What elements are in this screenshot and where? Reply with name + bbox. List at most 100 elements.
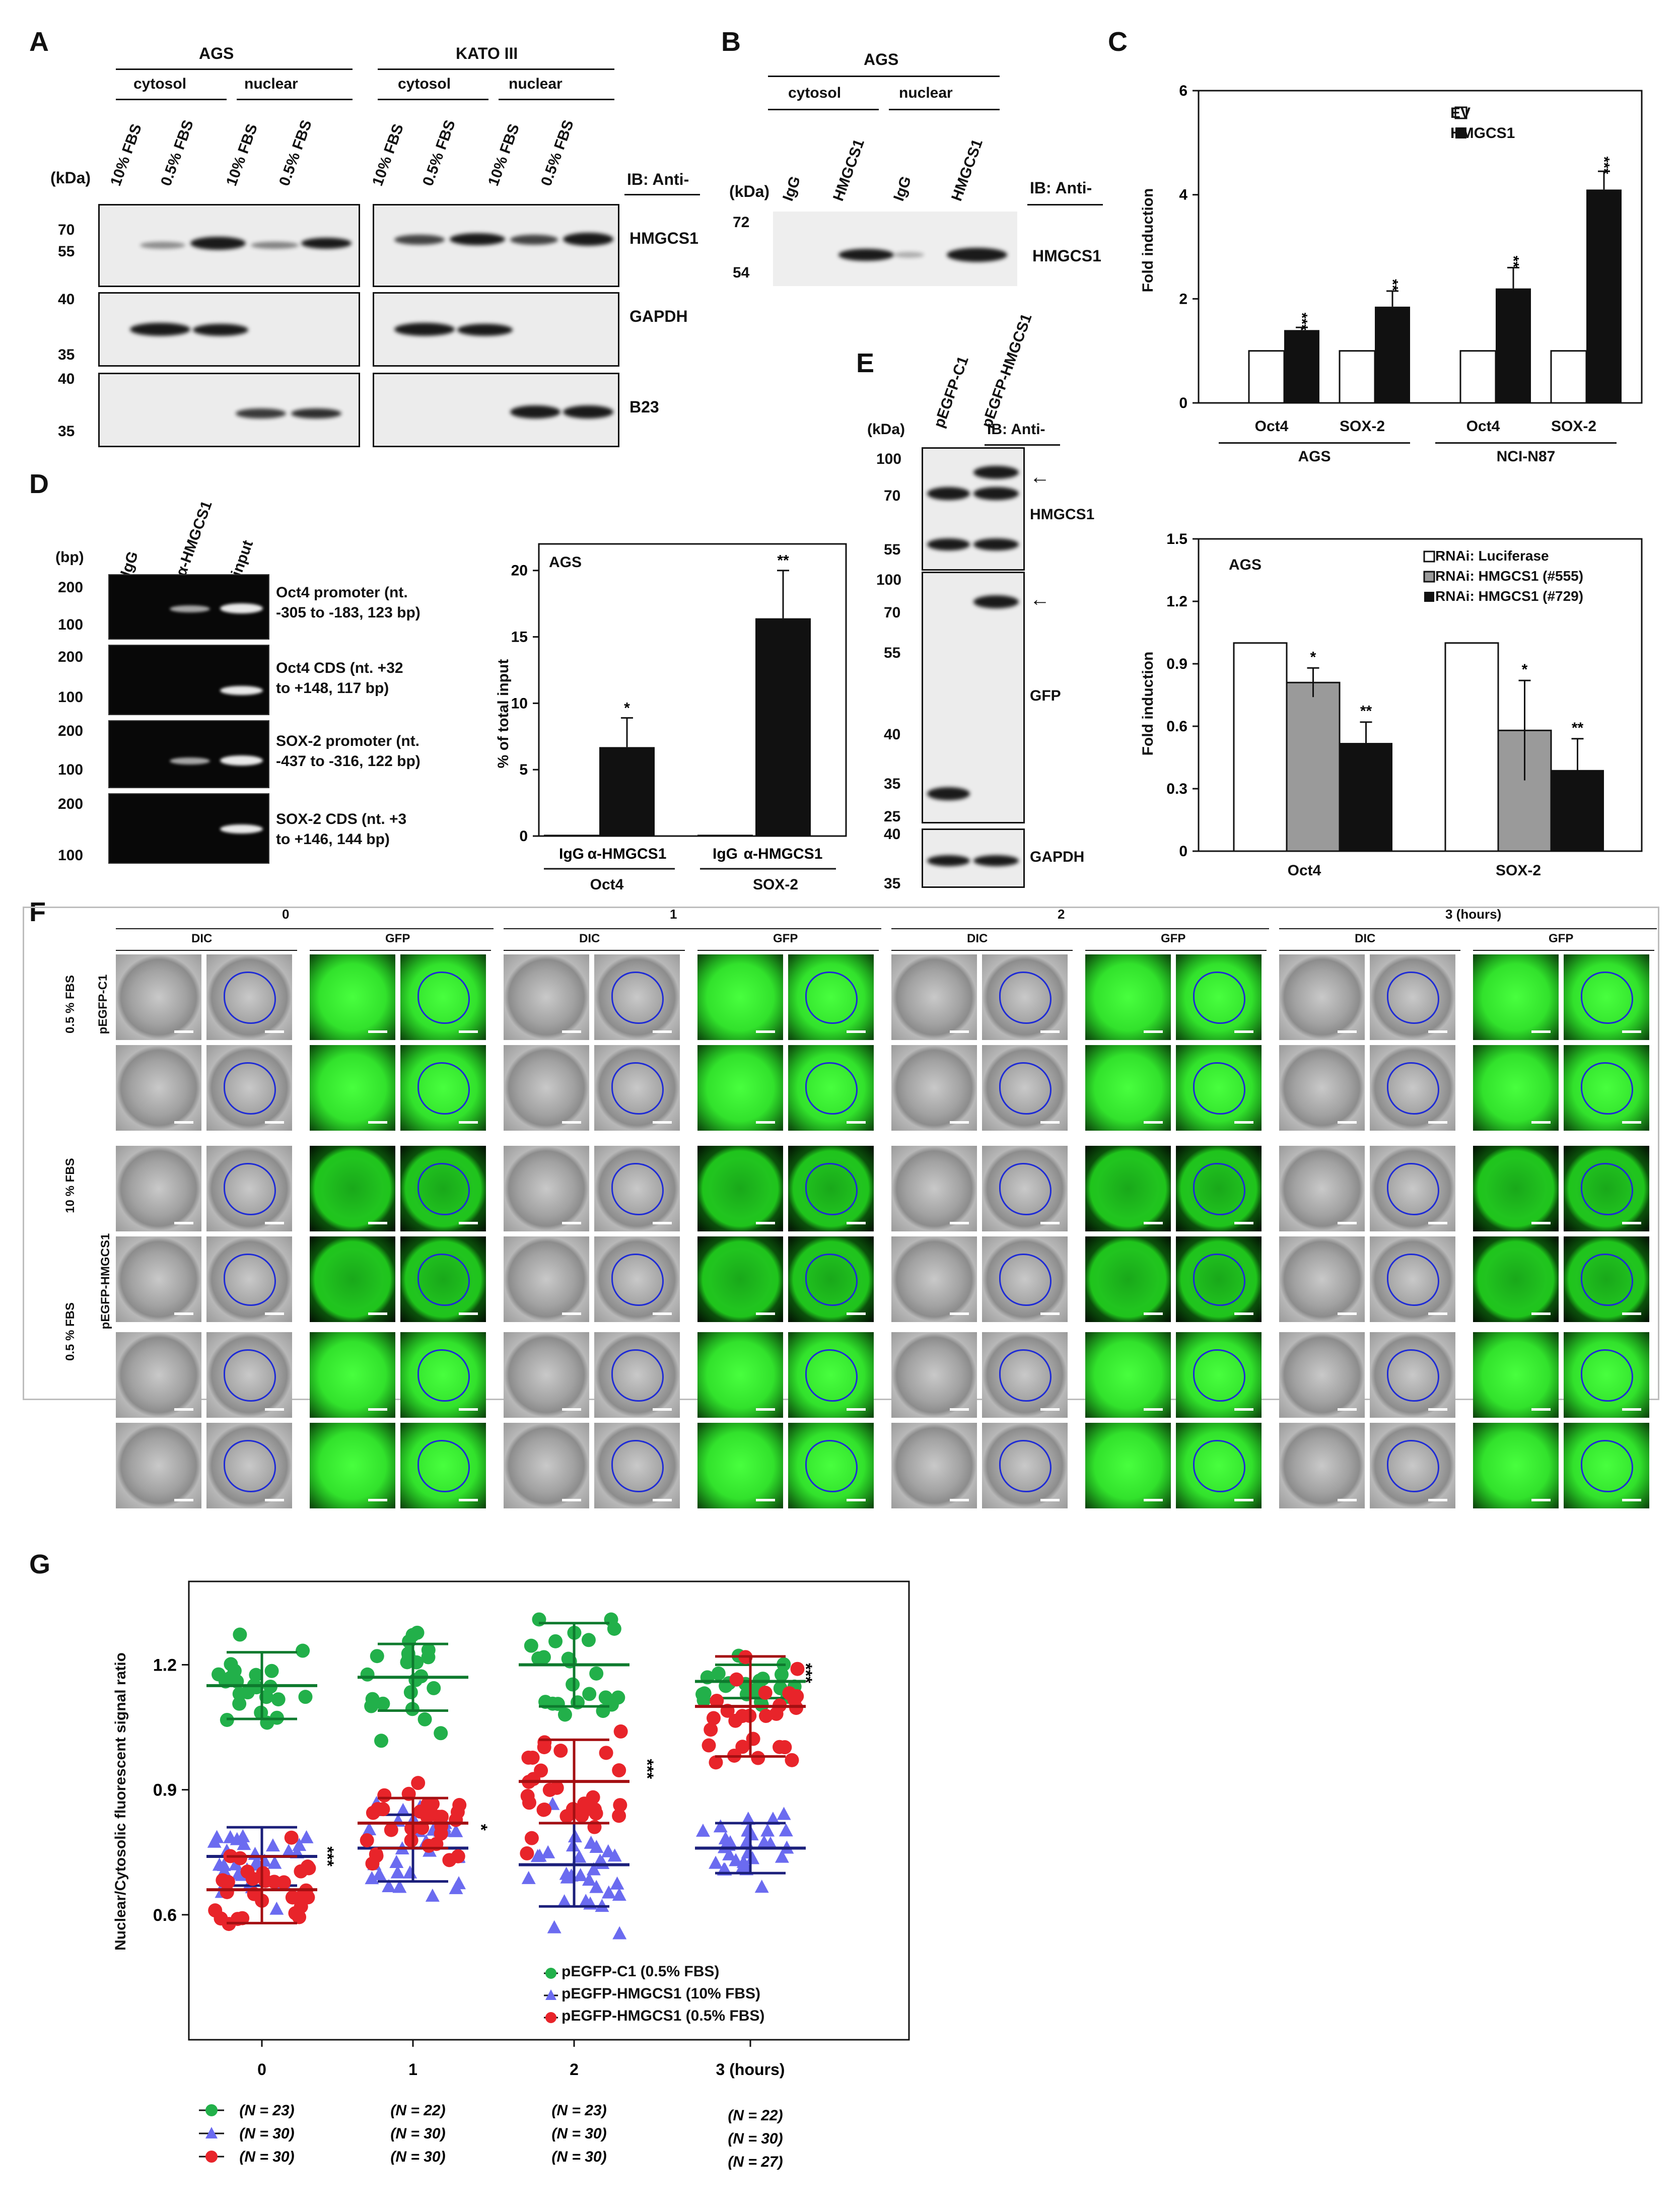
f-nucleus-outline [805, 1349, 858, 1402]
g-point-triangle [586, 1862, 601, 1876]
f-dic-image [982, 1423, 1068, 1508]
f-col-line [1473, 950, 1654, 951]
a-nuclear-1: nuclear [244, 76, 298, 92]
g-point-circle [411, 1776, 426, 1790]
f-gfp-image [697, 1423, 783, 1508]
f-gfp-image [788, 1332, 874, 1418]
f-scale-bar [847, 1121, 866, 1124]
g-point-triangle [741, 1811, 755, 1825]
f-scale-bar [950, 1121, 969, 1124]
g-point-circle [696, 1693, 711, 1707]
f-scale-bar [1622, 1499, 1641, 1501]
g-point-triangle [709, 1855, 723, 1869]
f-gfp-image [1085, 1146, 1171, 1231]
g-point-triangle [557, 1894, 572, 1908]
f-scale-bar [1144, 1499, 1163, 1501]
e-blot-gapdh [922, 828, 1025, 888]
g-point-triangle [572, 1849, 587, 1863]
g-sig: *** [638, 1759, 657, 1779]
g-n-legend-marker [205, 2151, 218, 2163]
c-bot-sig: * [1310, 649, 1316, 665]
g-point-circle [711, 1666, 726, 1681]
d-category-label: IgG [713, 846, 738, 862]
d-r1-m1: 200 [58, 579, 84, 596]
g-n-label: (N = 30) [239, 2149, 294, 2165]
f-dic-image [1370, 954, 1455, 1040]
f-dic-image [1279, 1423, 1365, 1508]
f-gfp-image [1085, 1423, 1171, 1508]
g-xtick-label: 1 [408, 2060, 417, 2079]
f-scale-bar [174, 1121, 193, 1124]
f-gfp-image [310, 954, 395, 1040]
g-point-circle [773, 1740, 787, 1754]
f-gfp-image [310, 1423, 395, 1508]
g-sig: *** [796, 1663, 815, 1683]
g-point-triangle [601, 1885, 616, 1899]
g-point-circle [434, 1726, 448, 1741]
g-point-circle [442, 1853, 457, 1868]
f-gfp-image [400, 954, 486, 1040]
b-lane-1: IgG [780, 174, 804, 203]
f-scale-bar [756, 1121, 775, 1124]
f-dic-image [982, 1332, 1068, 1418]
d-r4-l2: to +146, 144 bp) [276, 831, 390, 848]
f-nucleus-outline [805, 972, 858, 1024]
f-nucleus-outline [999, 1254, 1052, 1306]
a-kda: (kDa) [50, 169, 91, 187]
a-hmgcs1: HMGCS1 [629, 229, 698, 247]
g-point-circle [524, 1831, 539, 1845]
f-nucleus-outline [805, 1254, 858, 1306]
f-dic-image [1279, 1146, 1365, 1231]
g-point-triangle [382, 1879, 396, 1892]
f-scale-bar [653, 1312, 672, 1315]
g-point-circle [520, 1789, 535, 1804]
g-point-circle [294, 1899, 308, 1914]
c-bottom-legend-1: RNAi: Luciferase [1435, 548, 1549, 564]
f-dic-image [594, 1423, 680, 1508]
g-point-triangle [560, 1870, 575, 1884]
d-r2-m1: 200 [58, 649, 84, 665]
c-top-bar-ev [1339, 350, 1376, 404]
f-gfp-image [697, 1045, 783, 1131]
f-scale-bar [562, 1030, 581, 1033]
f-nucleus-outline [417, 1254, 470, 1306]
f-gfp-image [788, 1423, 874, 1508]
e-blot-hmgcs1 [922, 447, 1025, 571]
f-dic-image [206, 954, 292, 1040]
f-scale-bar [847, 1222, 866, 1224]
g-point-triangle [452, 1876, 466, 1890]
f-time-line [1279, 928, 1657, 929]
g-point-triangle [265, 1838, 280, 1852]
f-scale-bar [1428, 1408, 1447, 1411]
f-nucleus-outline [1581, 1163, 1633, 1215]
g-point-circle [526, 1772, 541, 1786]
a-blot-gapdh-ags [98, 292, 360, 367]
d-lane-3: input [228, 538, 257, 579]
a-lane-5: 10% FBS [369, 121, 407, 188]
d-bar [755, 618, 811, 836]
g-legend-marker [545, 2012, 556, 2023]
f-scale-bar [174, 1408, 193, 1411]
g-legend-1: pEGFP-C1 (0.5% FBS) [562, 1963, 720, 1980]
f-col-line [116, 950, 297, 951]
c-top-cell-1: AGS [1298, 448, 1331, 465]
d-r1-m2: 100 [58, 616, 84, 633]
f-gfp-image [1085, 954, 1171, 1040]
c-bottom-legend-2: RNAi: HMGCS1 (#555) [1435, 568, 1584, 584]
f-scale-bar [950, 1030, 969, 1033]
g-point-circle [702, 1738, 716, 1753]
f-col-line [697, 950, 879, 951]
f-dic-image [594, 1236, 680, 1322]
f-scale-bar [174, 1499, 193, 1501]
f-gfp-image [1085, 1045, 1171, 1131]
d-bar [599, 747, 655, 836]
c-top-bar-ev [1248, 350, 1285, 404]
f-col-line [1279, 950, 1460, 951]
f-dic-image [594, 954, 680, 1040]
f-dic-image [1279, 1236, 1365, 1322]
f-col-label: GFP [1549, 932, 1574, 945]
c-bot-ytick-label: 0.9 [1166, 656, 1187, 672]
g-n-label: (N = 22) [390, 2102, 445, 2119]
c-top-bar-hmgcs1 [1375, 306, 1410, 403]
